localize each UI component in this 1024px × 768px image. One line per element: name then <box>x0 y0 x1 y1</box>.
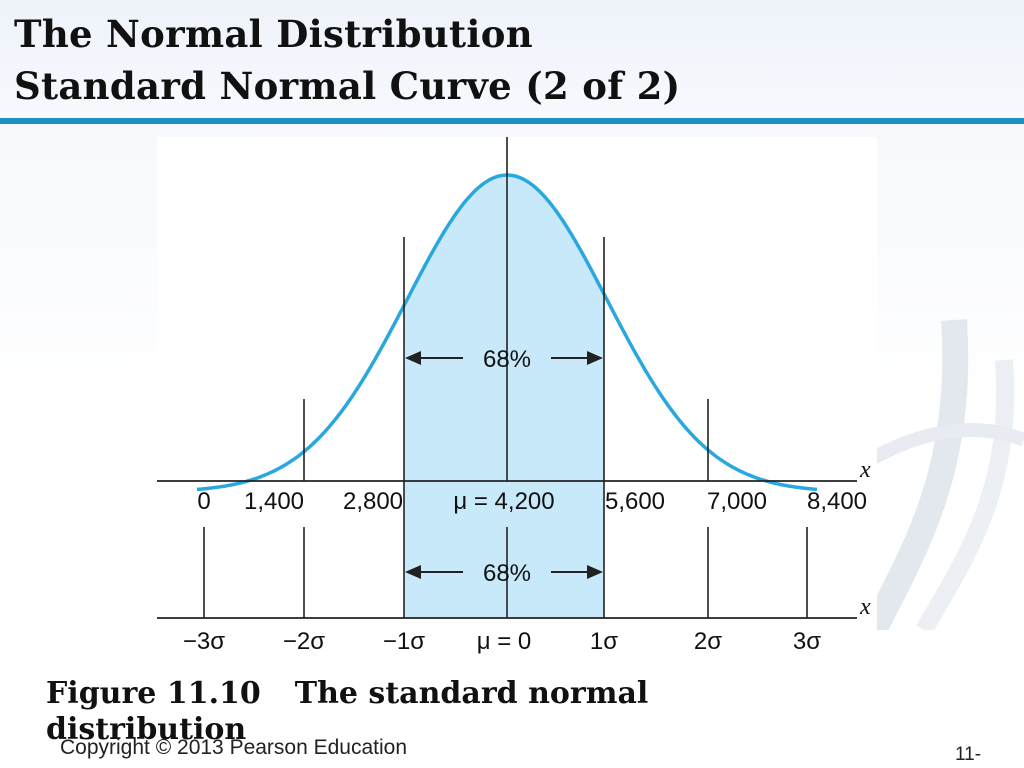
top-tick-label: 8,400 <box>807 488 867 515</box>
bottom-tick-label: 2σ <box>694 628 722 655</box>
normal-curve-diagram: x 0 1,400 2,800 μ = 4,200 5,600 7,000 8,… <box>157 137 871 655</box>
shaded-one-sigma-region <box>404 175 604 481</box>
caption-text: The standard normal distribution <box>46 676 649 747</box>
arrowhead-left-icon <box>405 565 421 579</box>
shaded-band-lower <box>404 481 604 618</box>
top-tick-label: 1,400 <box>244 488 304 515</box>
bottom-tick-label: −1σ <box>383 628 425 655</box>
top-tick-label: 7,000 <box>707 488 767 515</box>
bottom-x-axis-label: x <box>859 594 871 620</box>
top-x-axis-label: x <box>859 457 871 483</box>
bottom-tick-label: 1σ <box>590 628 618 655</box>
upper-68-percent-arrow: 68% <box>405 346 603 373</box>
bottom-tick-label: μ = 0 <box>477 628 532 655</box>
bottom-axis-ticks: −3σ −2σ −1σ μ = 0 1σ 2σ 3σ <box>183 628 821 655</box>
title-line-1: The Normal Distribution <box>14 12 533 56</box>
decorative-swoosh <box>854 319 1024 630</box>
top-axis-ticks: 0 1,400 2,800 μ = 4,200 5,600 7,000 8,40… <box>197 488 867 515</box>
copyright-notice: Copyright © 2013 Pearson Education <box>60 736 408 759</box>
lower-68-percent-arrow: 68% <box>405 560 603 587</box>
upper-68-percent-label: 68% <box>483 346 531 373</box>
figure-caption: Figure 11.10 The standard normal distribu… <box>46 676 806 748</box>
arrowhead-right-icon <box>587 565 603 579</box>
top-tick-label: 2,800 <box>343 488 403 515</box>
lower-68-percent-label: 68% <box>483 560 531 587</box>
arrowhead-left-icon <box>405 351 421 365</box>
bottom-tick-label: −2σ <box>283 628 325 655</box>
top-tick-label: 0 <box>197 488 210 515</box>
bottom-tick-label: −3σ <box>183 628 225 655</box>
caption-figure-number: Figure 11.10 <box>46 676 261 711</box>
slide-header <box>0 0 1024 118</box>
top-tick-label: 5,600 <box>605 488 665 515</box>
slide-title: The Normal Distribution Standard Normal … <box>14 8 680 112</box>
page-number: 11- <box>955 744 982 765</box>
top-tick-label: μ = 4,200 <box>453 488 554 515</box>
arrowhead-right-icon <box>587 351 603 365</box>
normal-curve-figure: x 0 1,400 2,800 μ = 4,200 5,600 7,000 8,… <box>157 137 877 658</box>
title-line-2: Standard Normal Curve (2 of 2) <box>14 64 681 108</box>
bottom-tick-label: 3σ <box>793 628 821 655</box>
accent-rule <box>0 118 1024 124</box>
